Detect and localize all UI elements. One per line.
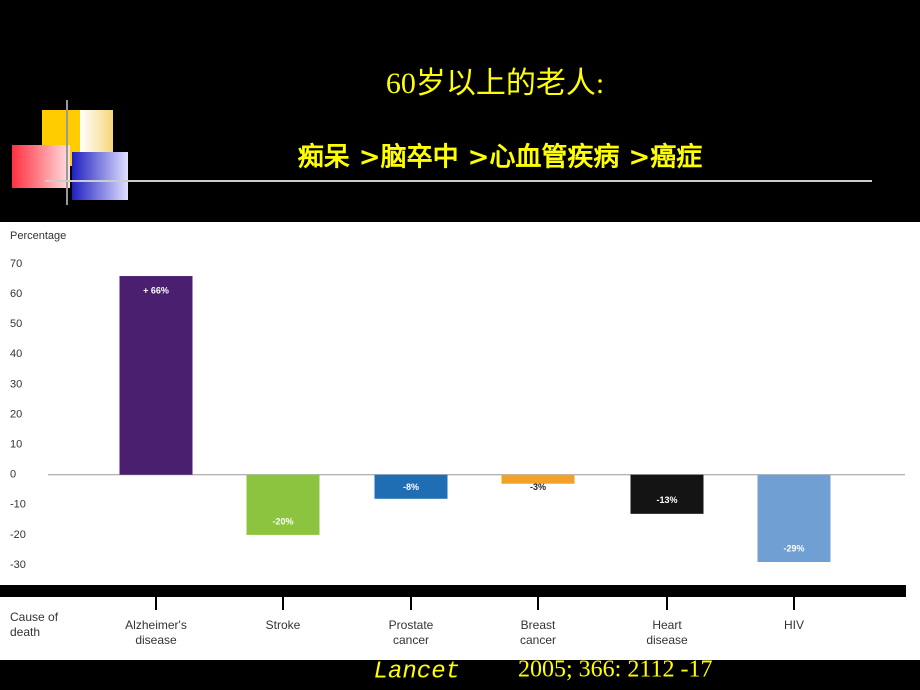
value-label: -8% [403,482,419,492]
bar [630,474,704,514]
x-axis-label: Cause of death [10,610,59,639]
bar [374,474,448,499]
y-tick-label: -10 [10,499,26,511]
bar [757,474,831,562]
subtitle: 痴呆 >脑卒中 >心血管疾病 >癌症 [298,142,703,173]
citation-journal: Lancet [374,658,460,685]
y-tick-label: -30 [10,559,26,571]
decoration [12,100,872,205]
value-label: -13% [656,495,677,505]
value-label: -20% [272,516,293,526]
x-tick-label: Prostate cancer [388,618,434,647]
bar [119,276,193,475]
y-tick-label: 0 [10,469,16,481]
value-label: -3% [530,482,546,492]
bar [501,474,575,484]
x-tick-label: Alzheimer's disease [125,618,187,647]
value-label: -29% [783,543,804,553]
y-axis-label: Percentage [10,230,66,242]
x-tick-label: HIV [783,618,804,632]
y-tick-label: -20 [10,529,26,541]
y-tick-label: 50 [10,318,22,330]
category-band [0,585,906,597]
y-tick-label: 20 [10,408,22,420]
y-tick-label: 60 [10,288,22,300]
title: 60岁以上的老人: [386,67,604,100]
value-label: + 66% [143,285,169,295]
bar [246,474,320,535]
y-tick-label: 70 [10,258,22,270]
x-tick-label: Heart disease [646,618,688,647]
x-tick-label: Breast cancer [519,618,557,647]
y-tick-label: 10 [10,439,22,451]
y-tick-label: 40 [10,348,22,360]
citation-details: 2005; 366: 2112 -17 [518,657,712,683]
x-tick-label: Stroke [265,618,301,632]
y-tick-label: 30 [10,378,22,390]
